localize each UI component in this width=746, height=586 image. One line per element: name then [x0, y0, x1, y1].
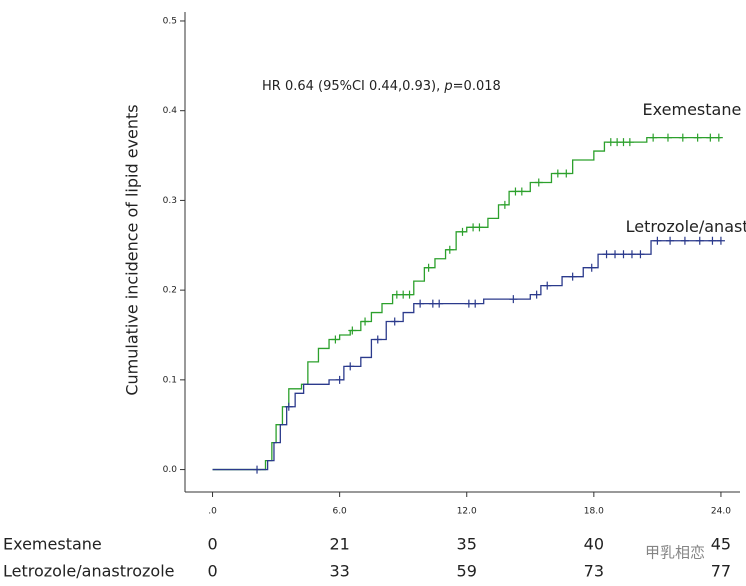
censor-mark	[335, 375, 344, 384]
censor-mark	[253, 465, 262, 474]
censor-mark	[475, 223, 484, 232]
censor-mark	[361, 317, 370, 326]
censor-mark	[553, 169, 562, 178]
x-tick-label: 24.0	[711, 507, 731, 517]
annotation-part: =0.018	[453, 79, 501, 94]
y-tick-label: 0.4	[163, 106, 178, 116]
risk-count: 45	[711, 535, 731, 554]
risk-count: 40	[584, 535, 604, 554]
y-tick-label: 0.5	[163, 16, 177, 26]
y-tick-label: 0.3	[163, 196, 177, 206]
censor-mark	[435, 299, 444, 308]
series-label: Exemestane	[643, 100, 742, 119]
x-tick-label: 12.0	[457, 507, 477, 517]
censor-mark	[331, 335, 340, 344]
censor-mark	[348, 326, 357, 335]
risk-count: 21	[329, 535, 349, 554]
censor-mark	[445, 245, 454, 254]
x-tick-label: 18.0	[584, 507, 604, 517]
km-curve	[212, 240, 721, 471]
censor-mark	[346, 362, 355, 371]
y-tick-label: 0.1	[163, 375, 177, 385]
risk-count: 0	[207, 562, 217, 581]
censor-mark	[636, 250, 645, 259]
risk-count: 35	[457, 535, 477, 554]
risk-count: 77	[711, 562, 731, 581]
censor-mark	[695, 236, 704, 245]
series-label: Letrozole/anastrozole	[626, 217, 746, 236]
censor-mark	[373, 335, 382, 344]
censor-mark	[532, 290, 541, 299]
censor-mark	[543, 281, 552, 290]
x-tick-label: 6.0	[332, 507, 347, 517]
km-curve	[212, 136, 721, 471]
censor-mark	[678, 133, 687, 142]
censor-mark	[666, 236, 675, 245]
y-tick-label: 0.2	[163, 286, 177, 296]
annotation: HR 0.64 (95%CI 0.44,0.93), p=0.018	[262, 79, 501, 94]
censor-mark	[390, 317, 399, 326]
censor-mark	[619, 250, 628, 259]
censor-mark	[625, 138, 634, 147]
censor-mark	[693, 133, 702, 142]
risk-count: 0	[207, 535, 217, 554]
censor-mark	[627, 250, 636, 259]
risk-row-label: Letrozole/anastrozole	[3, 562, 174, 581]
risk-count: 73	[584, 562, 604, 581]
censor-mark	[716, 236, 725, 245]
censor-mark	[416, 299, 425, 308]
censor-mark	[663, 133, 672, 142]
censor-mark	[649, 133, 658, 142]
censor-mark	[714, 133, 723, 142]
censor-mark	[424, 263, 433, 272]
censor-mark	[405, 290, 414, 299]
y-axis-label: Cumulative incidence of lipid events	[123, 104, 142, 395]
censor-mark	[458, 227, 467, 236]
censor-mark	[534, 178, 543, 187]
annotation-part: HR 0.64 (95%CI 0.44,0.93),	[262, 79, 444, 94]
y-tick-label: 0.0	[163, 465, 178, 475]
watermark: 甲乳相恋	[645, 544, 705, 562]
censor-mark	[471, 299, 480, 308]
annotation-part: p	[443, 79, 452, 94]
x-tick-label: .0	[208, 507, 217, 517]
censor-mark	[611, 250, 620, 259]
censor-mark	[517, 187, 526, 196]
censor-mark	[284, 402, 293, 411]
censor-mark	[602, 250, 611, 259]
censor-mark	[562, 169, 571, 178]
risk-count: 33	[329, 562, 349, 581]
censor-mark	[568, 272, 577, 281]
censor-mark	[500, 200, 509, 209]
censor-mark	[708, 236, 717, 245]
censor-mark	[653, 236, 662, 245]
censor-mark	[509, 295, 518, 304]
risk-row-label: Exemestane	[3, 535, 102, 554]
censor-mark	[680, 236, 689, 245]
censor-mark	[587, 263, 596, 272]
risk-count: 59	[457, 562, 477, 581]
censor-mark	[706, 133, 715, 142]
